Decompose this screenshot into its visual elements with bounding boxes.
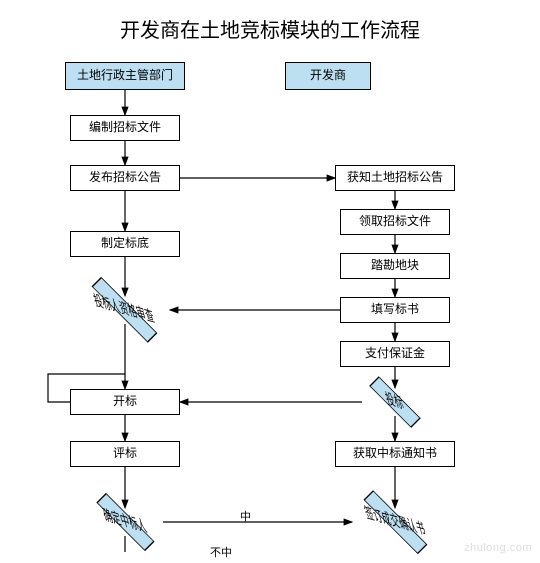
node-L7: 确定中标人 [96,493,154,551]
node-R8: 签订成交确认书 [363,490,426,553]
node-R4: 填写标书 [340,297,450,323]
node-R6: 投标 [369,376,420,427]
node-R5: 支付保证金 [340,341,450,367]
node-L5: 开标 [70,389,180,415]
node-R2: 领取招标文件 [340,209,450,235]
edge-label: 不中 [210,544,232,560]
node-label: 确定中标人 [101,507,149,537]
flowchart: 开发商在土地竞标模块的工作流程中不中 土地行政主管部门 开发商编制招标文件发布招标公… [0,0,540,560]
watermark: zhulong.com [464,542,532,554]
node-R1: 获知土地招标公告 [335,165,455,191]
edge-label: 中 [240,508,251,524]
node-label: 签订成交确认书 [363,505,428,540]
node-L3: 制定标底 [70,231,180,257]
node-R7: 获取中标通知书 [335,441,455,467]
node-L1: 编制招标文件 [70,115,180,141]
node-R3: 踏勘地块 [340,253,450,279]
node-label: 投标人资格审查 [93,293,158,328]
node-label: 投标 [384,391,406,414]
node-L6: 评标 [70,441,180,467]
node-L4: 投标人资格审查 [92,277,158,343]
page-title: 开发商在土地竞标模块的工作流程 [0,14,540,43]
node-L0: 土地行政主管部门 [65,62,185,90]
node-L2: 发布招标公告 [70,165,180,191]
node-R0: 开发商 [285,62,371,90]
